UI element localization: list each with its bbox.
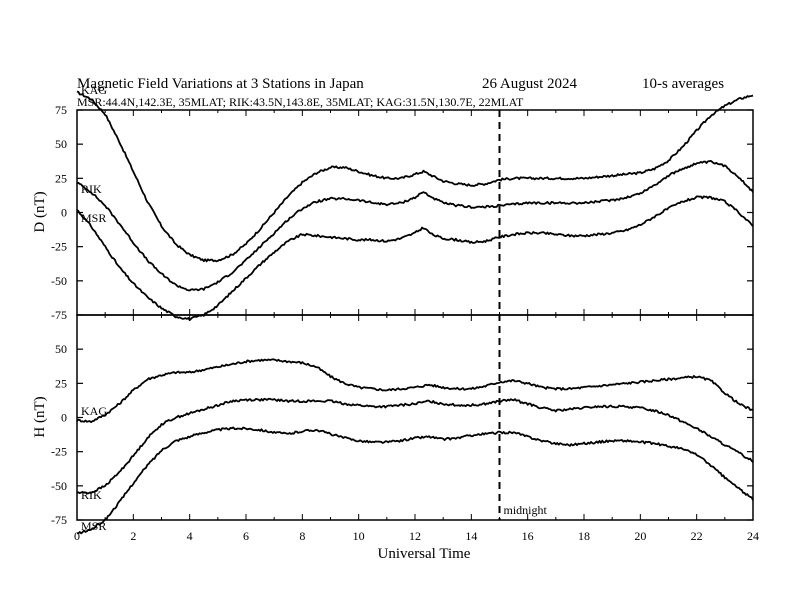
x-tick-label: 4 [187, 529, 193, 543]
h-y-tick-label: 0 [61, 411, 67, 425]
h-label-kag: KAG [81, 404, 107, 418]
d-y-tick-label: -50 [51, 274, 67, 288]
x-tick-label: 6 [243, 529, 249, 543]
d-y-tick-label: -75 [51, 308, 67, 322]
d-panel-y-axis: 75 50 25 0 -25 -50 -75 [51, 103, 754, 322]
x-tick-label: 22 [691, 529, 703, 543]
x-tick-label: 18 [578, 529, 590, 543]
d-panel-frame [76, 109, 754, 316]
h-trace-msr [76, 426, 754, 535]
d-panel-y-label: D (nT) [32, 191, 48, 232]
h-panel-frame [76, 314, 754, 521]
h-trace-rik [76, 397, 754, 495]
h-y-tick-label: -50 [51, 479, 67, 493]
x-tick-label: 0 [74, 529, 80, 543]
d-trace-rik [76, 160, 754, 292]
chart-date: 26 August 2024 [482, 76, 578, 92]
d-trace-kag [76, 90, 754, 263]
d-y-tick-label: 50 [55, 137, 67, 151]
d-y-tick-label: 75 [55, 103, 67, 117]
d-y-tick-label: -25 [51, 240, 67, 254]
chart-averaging: 10-s averages [642, 76, 724, 92]
x-tick-label: 16 [522, 529, 534, 543]
h-y-tick-label: 25 [55, 376, 67, 390]
h-y-tick-label: -25 [51, 445, 67, 459]
h-panel-traces [76, 358, 754, 535]
midnight-label: midnight [504, 503, 548, 517]
d-label-rik: RIK [81, 182, 102, 196]
x-tick-label: 12 [409, 529, 421, 543]
d-panel-traces [76, 90, 754, 321]
h-y-tick-label: 50 [55, 342, 67, 356]
x-axis: 0 2 4 6 8 10 12 14 16 18 20 22 24 [74, 529, 759, 543]
d-y-tick-label: 25 [55, 171, 67, 185]
h-trace-kag [76, 358, 754, 424]
x-tick-label: 24 [747, 529, 759, 543]
h-label-rik: RIK [81, 488, 102, 502]
chart-title: Magnetic Field Variations at 3 Stations … [77, 76, 364, 92]
d-label-msr: MSR [81, 211, 106, 225]
stations-line: MSR:44.4N,142.3E, 35MLAT; RIK:43.5N,143.… [77, 95, 524, 109]
x-axis-label: Universal Time [378, 546, 471, 562]
x-tick-label: 20 [634, 529, 646, 543]
x-tick-label: 14 [465, 529, 477, 543]
h-panel-y-label: H (nT) [32, 396, 48, 437]
x-tick-label: 10 [353, 529, 365, 543]
h-y-tick-label: -75 [51, 513, 67, 527]
h-label-msr: MSR [81, 519, 106, 533]
h-panel-y-axis: 50 25 0 -25 -50 -75 [51, 315, 754, 527]
x-tick-label: 8 [299, 529, 305, 543]
d-label-kag: KAG [81, 83, 107, 97]
d-y-tick-label: 0 [61, 206, 67, 220]
x-tick-label: 2 [130, 529, 136, 543]
d-trace-msr [76, 195, 754, 321]
